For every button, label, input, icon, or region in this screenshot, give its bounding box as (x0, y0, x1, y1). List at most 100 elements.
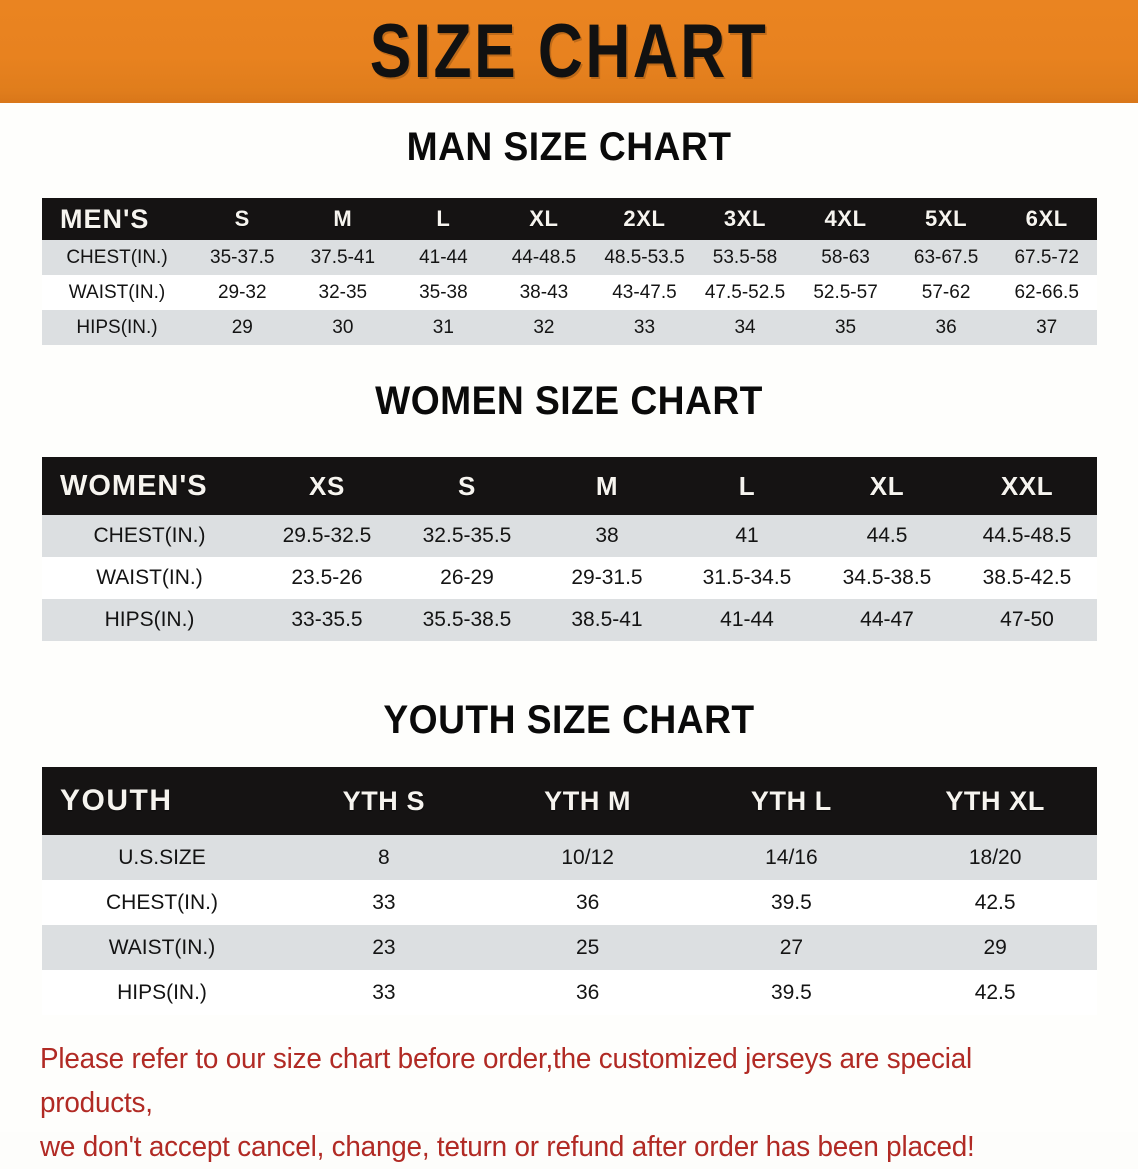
row-label: WAIST(IN.) (96, 566, 203, 589)
measurement-cell: 35.5-38.5 (422, 608, 512, 631)
table-header-row: WOMEN'S XS S M L XL XXL (42, 457, 1097, 515)
measurement-cell: 41-44 (419, 246, 468, 268)
column-header-4xl: 4XL (824, 206, 867, 231)
table-header-row: MEN'S S M L XL 2XL 3XL 4XL 5XL 6XL (42, 198, 1097, 240)
table-row: WAIST(IN.) 29-32 32-35 35-38 38-43 43-47.5 47.… (42, 275, 1097, 310)
measurement-cell: 23 (372, 935, 396, 959)
row-label: CHEST(IN.) (93, 524, 206, 547)
women-section-title: WOMEN SIZE CHART (375, 379, 763, 423)
measurement-cell: 38 (595, 524, 619, 547)
measurement-cell: 38.5-42.5 (982, 566, 1072, 589)
measurement-cell: 48.5-53.5 (604, 246, 685, 268)
column-header-xl: XL (529, 206, 559, 231)
column-header-5xl: 5XL (925, 206, 968, 231)
measurement-cell: 35-38 (419, 281, 468, 303)
man-table-body: CHEST(IN.) 35-37.5 37.5-41 41-44 44-48.5 48.5… (42, 240, 1097, 345)
youth-corner-label: YOUTH (60, 784, 173, 817)
table-row: WAIST(IN.) 23 25 27 29 (42, 925, 1097, 970)
measurement-cell: 35-37.5 (210, 246, 275, 268)
column-header-s: S (234, 206, 250, 231)
measurement-cell: 38.5-41 (571, 608, 643, 631)
measurement-cell: 26-29 (440, 566, 494, 589)
row-label: CHEST(IN.) (66, 246, 168, 268)
women-table-body: CHEST(IN.) 29.5-32.5 32.5-35.5 38 41 44.5 44.5… (42, 515, 1097, 641)
measurement-cell: 44-47 (860, 608, 914, 631)
youth-table-body: U.S.SIZE 8 10/12 14/16 18/20 CHEST(IN.) 33 36 39… (42, 835, 1097, 1015)
women-table-header: WOMEN'S XS S M L XL XXL (42, 457, 1097, 515)
row-label: WAIST(IN.) (108, 935, 216, 959)
row-label: CHEST(IN.) (106, 890, 218, 914)
measurement-cell: 33 (372, 890, 396, 914)
measurement-cell: 18/20 (968, 845, 1022, 869)
column-header-2xl: 2XL (623, 206, 666, 231)
measurement-cell: 38-43 (519, 281, 569, 303)
row-label: WAIST(IN.) (68, 281, 166, 303)
column-header-xxl: XXL (1000, 470, 1054, 501)
row-label: HIPS(IN.) (117, 980, 207, 1004)
measurement-cell: 44.5 (866, 524, 908, 547)
man-section-title: MAN SIZE CHART (406, 125, 732, 169)
table-row: HIPS(IN.) 33-35.5 35.5-38.5 38.5-41 41-44 44-… (42, 599, 1097, 641)
measurement-cell: 37 (1036, 316, 1058, 338)
measurement-cell: 29 (983, 935, 1007, 959)
column-header-xl: XL (869, 470, 905, 501)
row-label: U.S.SIZE (118, 845, 206, 869)
column-header-yth-s: YTH S (342, 785, 426, 816)
column-header-xs: XS (309, 470, 345, 501)
column-header-l: L (738, 470, 756, 501)
measurement-cell: 58-63 (821, 246, 870, 268)
column-header-m: M (333, 206, 353, 231)
measurement-cell: 14/16 (765, 845, 818, 869)
column-header-yth-xl: YTH XL (945, 785, 1045, 816)
measurement-cell: 8 (378, 845, 390, 869)
measurement-cell: 62-66.5 (1014, 281, 1079, 303)
measurement-cell: 36 (575, 890, 600, 914)
measurement-cell: 42.5 (974, 890, 1016, 914)
measurement-cell: 42.5 (974, 980, 1016, 1004)
measurement-cell: 32.5-35.5 (422, 524, 512, 547)
man-table-header: MEN'S S M L XL 2XL 3XL 4XL 5XL 6XL (42, 198, 1097, 240)
column-header-yth-l: YTH L (750, 785, 832, 816)
measurement-cell: 29.5-32.5 (282, 524, 372, 547)
disclaimer-note: Please refer to our size chart before or… (40, 1037, 1061, 1169)
table-header-row: YOUTH YTH S YTH M YTH L YTH XL (42, 767, 1097, 835)
measurement-cell: 41 (735, 524, 759, 547)
man-size-table: MEN'S S M L XL 2XL 3XL 4XL 5XL 6XL CHEST(IN.) 35-… (42, 198, 1097, 345)
column-header-m: M (595, 470, 619, 501)
row-label: HIPS(IN.) (76, 316, 158, 338)
measurement-cell: 30 (332, 316, 354, 338)
measurement-cell: 10/12 (561, 845, 614, 869)
table-row: CHEST(IN.) 29.5-32.5 32.5-35.5 38 41 44.5 44.5… (42, 515, 1097, 557)
measurement-cell: 31.5-34.5 (702, 566, 792, 589)
measurement-cell: 57-62 (921, 281, 971, 303)
measurement-cell: 52.5-57 (813, 281, 878, 303)
measurement-cell: 33 (633, 316, 656, 338)
measurement-cell: 33-35.5 (291, 608, 363, 631)
women-corner-label: WOMEN'S (60, 469, 208, 502)
measurement-cell: 39.5 (770, 980, 812, 1004)
measurement-cell: 47.5-52.5 (704, 281, 786, 303)
table-row: CHEST(IN.) 33 36 39.5 42.5 (42, 880, 1097, 925)
table-row: CHEST(IN.) 35-37.5 37.5-41 41-44 44-48.5 48.5… (42, 240, 1097, 275)
measurement-cell: 53.5-58 (712, 246, 778, 268)
measurement-cell: 34 (734, 316, 756, 338)
youth-size-table: YOUTH YTH S YTH M YTH L YTH XL U.S.SIZE 8 10/… (42, 767, 1097, 1015)
measurement-cell: 31 (432, 316, 454, 338)
column-header-yth-m: YTH M (544, 785, 632, 816)
table-row: U.S.SIZE 8 10/12 14/16 18/20 (42, 835, 1097, 880)
measurement-cell: 36 (935, 316, 957, 338)
column-header-s: S (458, 470, 476, 501)
measurement-cell: 41-44 (720, 608, 774, 631)
table-row: HIPS(IN.) 33 36 39.5 42.5 (42, 970, 1097, 1015)
measurement-cell: 35 (834, 316, 857, 338)
measurement-cell: 44.5-48.5 (982, 524, 1072, 547)
youth-table-header: YOUTH YTH S YTH M YTH L YTH XL (42, 767, 1097, 835)
measurement-cell: 39.5 (770, 890, 812, 914)
measurement-cell: 47-50 (1000, 608, 1054, 631)
table-row: WAIST(IN.) 23.5-26 26-29 29-31.5 31.5-34.5 34… (42, 557, 1097, 599)
youth-section-title: YOUTH SIZE CHART (383, 698, 755, 742)
measurement-cell: 63-67.5 (913, 246, 979, 268)
women-size-table: WOMEN'S XS S M L XL XXL CHEST(IN.) 29.5-32.5 32… (42, 457, 1097, 641)
measurement-cell: 37.5-41 (310, 246, 376, 268)
